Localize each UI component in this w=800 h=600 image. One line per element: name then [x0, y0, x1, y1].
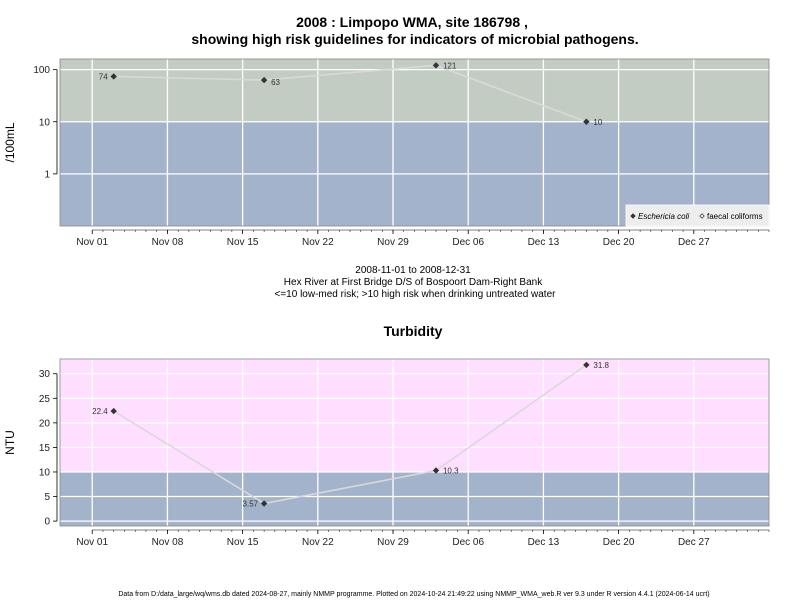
- low-risk-band: [60, 471, 769, 526]
- y-tick-label: 20: [39, 418, 51, 429]
- data-label: 22.4: [92, 407, 108, 416]
- data-point: [583, 118, 590, 125]
- turbidity-panel: 0 5 10 15 20 25 30 NTU Nov 01 Nov 08 Nov 15 Nov 22 N…: [3, 358, 770, 548]
- data-label: 63: [271, 78, 280, 87]
- series-line: [113, 364, 587, 505]
- y-axis-title: /100mL: [3, 122, 17, 162]
- x-tick-label: Dec 20: [603, 537, 635, 548]
- x-tick-label: Dec 20: [603, 237, 635, 248]
- y-tick-label: 10: [39, 117, 51, 128]
- data-label: 121: [443, 61, 457, 70]
- subtitle-site: Hex River at First Bridge D/S of Bospoor…: [284, 277, 543, 288]
- x-tick-label: Dec 27: [678, 537, 710, 548]
- legend-marker: [699, 213, 705, 219]
- y-tick-label: 100: [33, 65, 50, 76]
- data-label: 74: [99, 72, 108, 81]
- turbidity-title: Turbidity: [384, 323, 443, 339]
- x-tick-label: Dec 06: [452, 237, 484, 248]
- legend-label: faecal coliforms: [707, 212, 763, 221]
- data-point: [583, 361, 590, 369]
- y-tick-label: 25: [39, 394, 51, 405]
- y-tick-label: 1: [44, 169, 50, 180]
- data-point: [110, 407, 117, 415]
- data-label: 10: [593, 118, 602, 127]
- x-tick-label: Dec 06: [452, 537, 484, 548]
- data-label: 10.3: [443, 466, 459, 475]
- plot-frame: [59, 58, 770, 227]
- legend-label: Eschericia coli: [638, 212, 689, 221]
- high-risk-band: [60, 359, 769, 472]
- legend-box: [625, 204, 770, 227]
- x-tick-label: Nov 22: [302, 537, 334, 548]
- x-tick-label: Nov 22: [302, 237, 334, 248]
- x-tick-label: Dec 27: [678, 237, 710, 248]
- footer-note: Data from D:/data_large/wq/wms.db dated …: [118, 591, 709, 598]
- legend-marker: [630, 213, 636, 219]
- high-risk-band: [60, 59, 769, 122]
- x-tick-label: Nov 15: [227, 237, 259, 248]
- series-line: [113, 64, 587, 123]
- subtitle-guideline: <=10 low-med risk; >10 high risk when dr…: [275, 289, 557, 300]
- x-tick-label: Nov 08: [152, 537, 184, 548]
- x-tick-label: Nov 08: [152, 237, 184, 248]
- data-label: 3.57: [243, 500, 259, 509]
- x-tick-label: Dec 13: [528, 237, 560, 248]
- data-point: [432, 62, 440, 69]
- y-tick-label: 10: [39, 467, 51, 478]
- chart-title-line2: showing high risk guidelines for indicat…: [191, 31, 638, 47]
- data-point: [432, 467, 440, 474]
- microbial-panel: 1 10 100/100mL Nov 01 Nov 08 Nov 15 Nov 22 Nov …: [3, 58, 770, 248]
- data-point: [260, 500, 268, 507]
- data-label: 31.8: [593, 361, 609, 370]
- plot-frame: [59, 358, 770, 527]
- x-tick-label: Nov 29: [377, 537, 409, 548]
- x-tick-label: Nov 15: [227, 537, 259, 548]
- y-axis-title: NTU: [3, 430, 17, 455]
- y-tick-label: 30: [39, 369, 51, 380]
- chart-title-line1: 2008 : Limpopo WMA, site 186798 ,: [296, 14, 528, 30]
- x-tick-label: Dec 13: [528, 537, 560, 548]
- y-tick-label: 5: [44, 492, 50, 503]
- y-tick-label: 15: [39, 443, 51, 454]
- x-tick-label: Nov 01: [76, 237, 108, 248]
- y-tick-label: 0: [44, 517, 50, 528]
- data-point: [110, 73, 117, 80]
- x-tick-label: Nov 29: [377, 237, 409, 248]
- x-tick-label: Nov 01: [76, 537, 108, 548]
- subtitle-date-range: 2008-11-01 to 2008-12-31: [355, 265, 471, 276]
- data-point: [260, 76, 268, 84]
